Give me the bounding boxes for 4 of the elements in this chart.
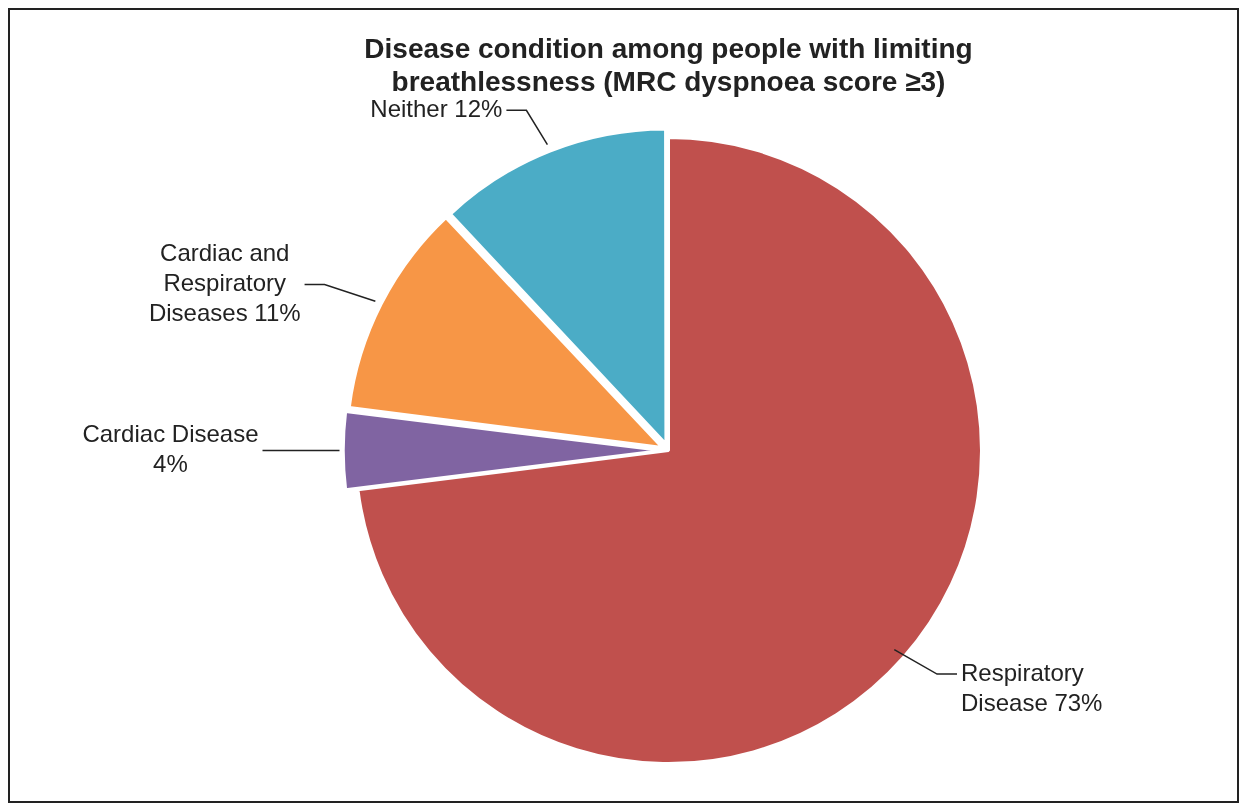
slice-label: Respiratory Disease 73%: [961, 658, 1103, 716]
data-label: 4%: [153, 450, 188, 478]
slice-label: Cardiac and Respiratory Diseases 11%: [148, 239, 301, 327]
slice-label: Cardiac Disease: [82, 420, 259, 448]
